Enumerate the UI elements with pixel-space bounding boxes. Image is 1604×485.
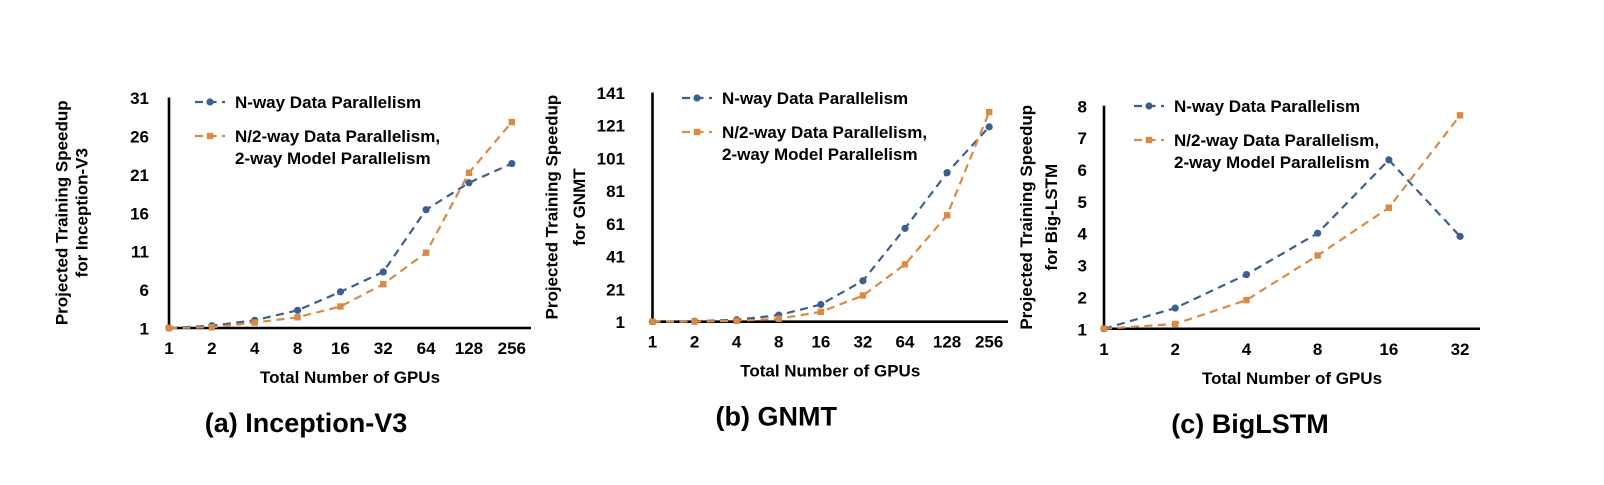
svg-text:21: 21 (130, 166, 149, 185)
svg-text:1: 1 (164, 339, 173, 358)
svg-text:121: 121 (597, 117, 625, 136)
svg-text:N/2-way Data Parallelism,: N/2-way Data Parallelism, (235, 127, 440, 146)
svg-text:1: 1 (648, 333, 657, 352)
svg-text:11: 11 (131, 243, 149, 262)
svg-text:41: 41 (606, 248, 625, 267)
svg-text:128: 128 (455, 339, 483, 358)
svg-text:N/2-way Data Parallelism,: N/2-way Data Parallelism, (1174, 131, 1379, 150)
svg-text:31: 31 (130, 89, 149, 108)
svg-text:256: 256 (498, 339, 526, 358)
svg-text:16: 16 (811, 333, 830, 352)
svg-text:16: 16 (1379, 340, 1398, 359)
svg-text:64: 64 (417, 339, 436, 358)
svg-text:Total Number of GPUs: Total Number of GPUs (1202, 369, 1382, 388)
svg-text:128: 128 (933, 333, 961, 352)
svg-text:7: 7 (1078, 129, 1087, 148)
svg-text:4: 4 (1242, 340, 1252, 359)
svg-text:1: 1 (1099, 340, 1108, 359)
svg-text:32: 32 (1451, 340, 1470, 359)
svg-text:1: 1 (616, 313, 625, 332)
svg-text:6: 6 (140, 281, 149, 300)
svg-text:32: 32 (374, 339, 393, 358)
svg-text:4: 4 (1078, 225, 1088, 244)
svg-text:Projected Training Speedup: Projected Training Speedup (53, 100, 72, 325)
svg-text:8: 8 (774, 333, 783, 352)
svg-text:for Inception-V3: for Inception-V3 (73, 148, 92, 277)
svg-text:101: 101 (597, 149, 625, 168)
svg-text:N-way Data Parallelism: N-way Data Parallelism (235, 93, 421, 112)
svg-text:(b) GNMT: (b) GNMT (716, 402, 838, 432)
svg-text:141: 141 (597, 84, 625, 103)
svg-text:2: 2 (207, 339, 216, 358)
svg-text:256: 256 (975, 333, 1003, 352)
svg-text:16: 16 (331, 339, 350, 358)
svg-text:N-way Data Parallelism: N-way Data Parallelism (722, 89, 908, 108)
svg-text:2: 2 (690, 333, 699, 352)
svg-text:Total Number of GPUs: Total Number of GPUs (740, 362, 920, 381)
svg-text:Projected Training Speedup: Projected Training Speedup (543, 95, 562, 320)
svg-text:6: 6 (1078, 161, 1087, 180)
svg-text:2-way Model Parallelism: 2-way Model Parallelism (722, 145, 918, 164)
svg-text:64: 64 (896, 333, 915, 352)
svg-text:N/2-way Data Parallelism,: N/2-way Data Parallelism, (722, 123, 927, 142)
svg-text:32: 32 (853, 333, 872, 352)
svg-text:26: 26 (130, 127, 149, 146)
svg-text:61: 61 (606, 215, 625, 234)
svg-text:(c) BigLSTM: (c) BigLSTM (1171, 409, 1328, 439)
svg-text:1: 1 (1078, 320, 1087, 339)
svg-text:4: 4 (732, 333, 742, 352)
svg-text:8: 8 (1313, 340, 1322, 359)
svg-text:81: 81 (606, 182, 625, 201)
svg-text:4: 4 (250, 339, 260, 358)
svg-text:for GNMT: for GNMT (570, 168, 589, 246)
svg-text:2-way Model Parallelism: 2-way Model Parallelism (235, 149, 431, 168)
svg-text:5: 5 (1078, 193, 1087, 212)
svg-text:for Big-LSTM: for Big-LSTM (1042, 164, 1061, 271)
svg-text:2: 2 (1078, 288, 1087, 307)
svg-text:Total Number of GPUs: Total Number of GPUs (260, 368, 440, 387)
svg-text:1: 1 (140, 320, 149, 339)
svg-text:8: 8 (1078, 97, 1087, 116)
svg-text:(a) Inception-V3: (a) Inception-V3 (205, 408, 408, 438)
svg-text:Projected Training Speedup: Projected Training Speedup (1017, 105, 1036, 330)
svg-text:N-way Data Parallelism: N-way Data Parallelism (1174, 97, 1360, 116)
svg-text:3: 3 (1078, 257, 1087, 276)
svg-text:8: 8 (293, 339, 302, 358)
svg-text:21: 21 (606, 280, 625, 299)
svg-text:16: 16 (130, 204, 149, 223)
svg-text:2: 2 (1170, 340, 1179, 359)
svg-text:2-way Model Parallelism: 2-way Model Parallelism (1174, 153, 1370, 172)
